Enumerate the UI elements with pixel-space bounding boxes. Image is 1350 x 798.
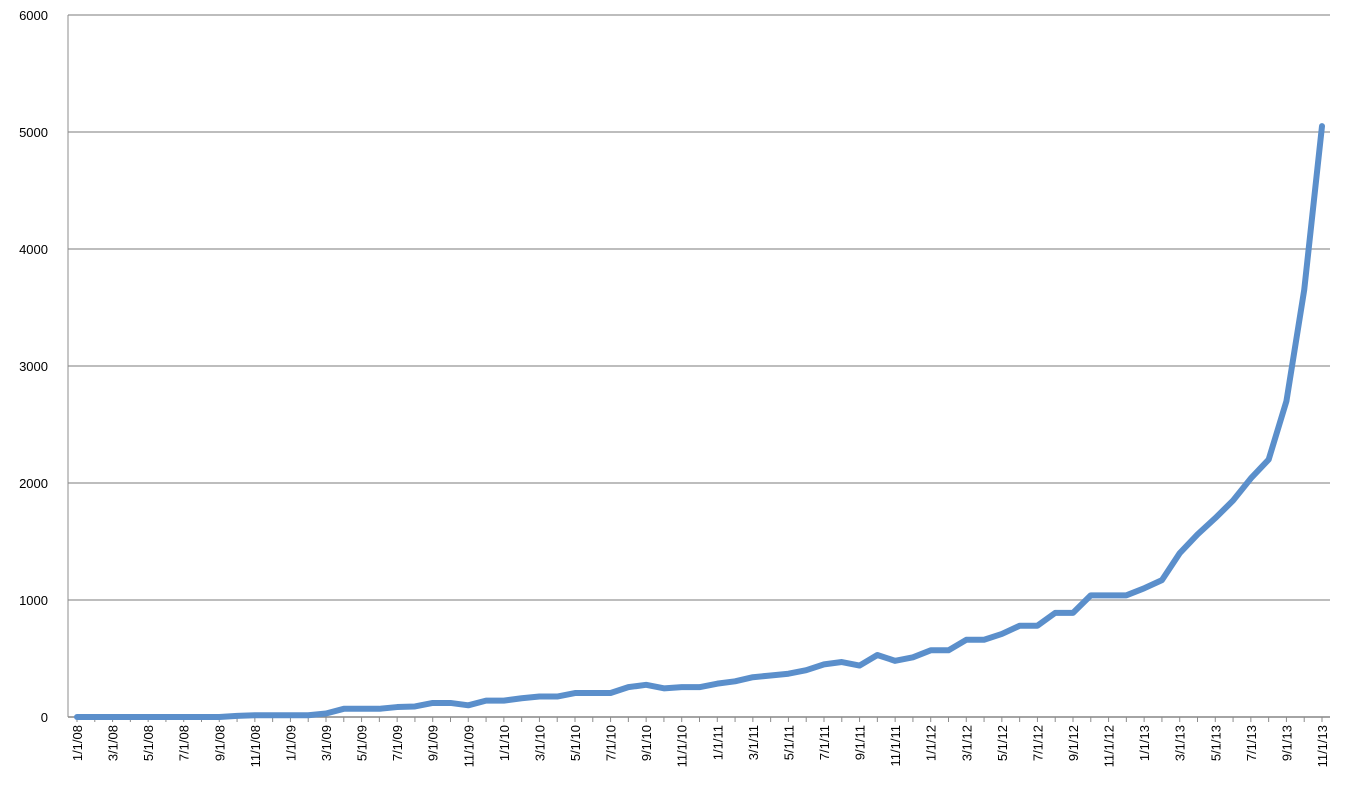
x-tick-label: 1/1/13 bbox=[1137, 725, 1152, 761]
x-tick-label: 9/1/10 bbox=[639, 725, 654, 761]
x-tick-label: 1/1/11 bbox=[710, 725, 725, 760]
x-tick-label: 3/1/12 bbox=[959, 725, 974, 761]
x-tick-label: 3/1/09 bbox=[319, 725, 334, 761]
x-tick-label: 3/1/13 bbox=[1173, 725, 1188, 761]
x-tick-label: 7/1/08 bbox=[177, 725, 192, 761]
x-tick-label: 11/1/08 bbox=[248, 725, 263, 767]
x-tick-label: 11/1/12 bbox=[1102, 725, 1117, 767]
x-tick-label: 1/1/09 bbox=[283, 725, 298, 761]
x-tick-label: 1/1/12 bbox=[924, 725, 939, 761]
y-tick-label: 3000 bbox=[19, 359, 48, 374]
x-tick-label: 9/1/09 bbox=[426, 725, 441, 761]
x-tick-label: 9/1/08 bbox=[212, 725, 227, 761]
x-tick-label: 11/1/13 bbox=[1315, 725, 1330, 767]
y-tick-label: 2000 bbox=[19, 476, 48, 491]
x-tick-label: 5/1/12 bbox=[995, 725, 1010, 761]
x-tick-label: 3/1/11 bbox=[746, 725, 761, 760]
x-tick-label: 3/1/10 bbox=[532, 725, 547, 761]
x-tick-label: 11/1/10 bbox=[675, 725, 690, 767]
x-tick-label: 7/1/13 bbox=[1244, 725, 1259, 761]
x-tick-label: 5/1/11 bbox=[781, 725, 796, 760]
y-tick-label: 6000 bbox=[19, 8, 48, 23]
x-tick-label: 5/1/13 bbox=[1208, 725, 1223, 761]
x-tick-label: 5/1/09 bbox=[355, 725, 370, 761]
y-tick-label: 4000 bbox=[19, 242, 48, 257]
y-tick-label: 5000 bbox=[19, 125, 48, 140]
x-tick-label: 1/1/10 bbox=[497, 725, 512, 761]
y-tick-label: 0 bbox=[41, 710, 48, 725]
x-tick-label: 11/1/09 bbox=[461, 725, 476, 767]
x-tick-label: 3/1/08 bbox=[106, 725, 121, 761]
x-tick-label: 7/1/09 bbox=[390, 725, 405, 761]
x-tick-label: 5/1/10 bbox=[568, 725, 583, 761]
x-tick-label: 7/1/12 bbox=[1030, 725, 1045, 761]
x-tick-label: 7/1/10 bbox=[604, 725, 619, 761]
x-tick-label: 9/1/13 bbox=[1279, 725, 1294, 761]
x-tick-label: 9/1/12 bbox=[1066, 725, 1081, 761]
data-line bbox=[74, 123, 1325, 720]
x-tick-label: 11/1/11 bbox=[888, 725, 903, 766]
x-tick-label: 9/1/11 bbox=[853, 725, 868, 760]
y-tick-label: 1000 bbox=[19, 593, 48, 608]
x-tick-label: 5/1/08 bbox=[141, 725, 156, 761]
x-tick-label: 7/1/11 bbox=[817, 725, 832, 760]
x-tick-label: 1/1/08 bbox=[70, 725, 85, 761]
